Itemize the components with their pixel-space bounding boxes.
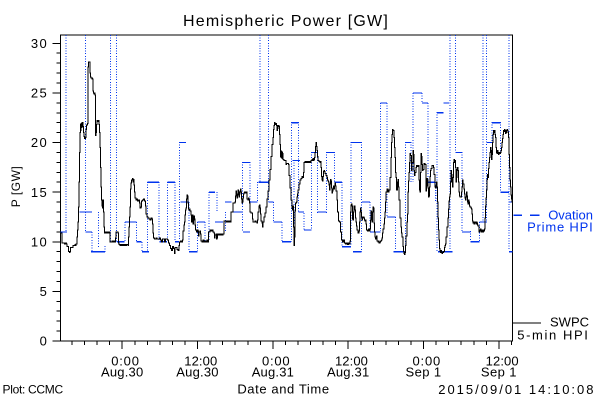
svg-text:2015/09/01 14:10:08: 2015/09/01 14:10:08 [438,382,595,397]
svg-text:Hemispheric Power [GW]: Hemispheric Power [GW] [183,13,389,30]
svg-text:P [GW]: P [GW] [9,166,23,207]
svg-text:Date and Time: Date and Time [237,381,329,396]
svg-text:5: 5 [40,284,49,299]
svg-text:12:00: 12:00 [335,354,368,369]
svg-text:0: 0 [40,334,49,349]
svg-text:25: 25 [31,86,48,101]
svg-text:Aug.31: Aug.31 [327,365,369,380]
svg-text:20: 20 [31,135,48,150]
svg-text:Sep 1: Sep 1 [406,365,442,380]
svg-text:12:00: 12:00 [184,354,217,369]
svg-text:SWPC: SWPC [550,315,589,330]
svg-text:30: 30 [31,36,48,51]
svg-text:12:00: 12:00 [486,354,519,369]
svg-text:15: 15 [31,185,48,200]
svg-text:Plot: CCMC: Plot: CCMC [3,382,64,396]
svg-text:Sep 1: Sep 1 [481,365,517,380]
svg-text:5-min HPI: 5-min HPI [517,328,589,343]
svg-text:0:00: 0:00 [413,354,442,369]
svg-text:0:00: 0:00 [111,354,140,369]
svg-text:0:00: 0:00 [262,354,291,369]
svg-text:Prime HPI: Prime HPI [527,220,593,235]
svg-text:Aug.30: Aug.30 [176,365,218,380]
svg-text:10: 10 [31,235,48,250]
svg-text:Ovation: Ovation [548,208,593,223]
svg-text:Aug.31: Aug.31 [252,365,294,380]
svg-text:Aug.30: Aug.30 [101,365,143,380]
